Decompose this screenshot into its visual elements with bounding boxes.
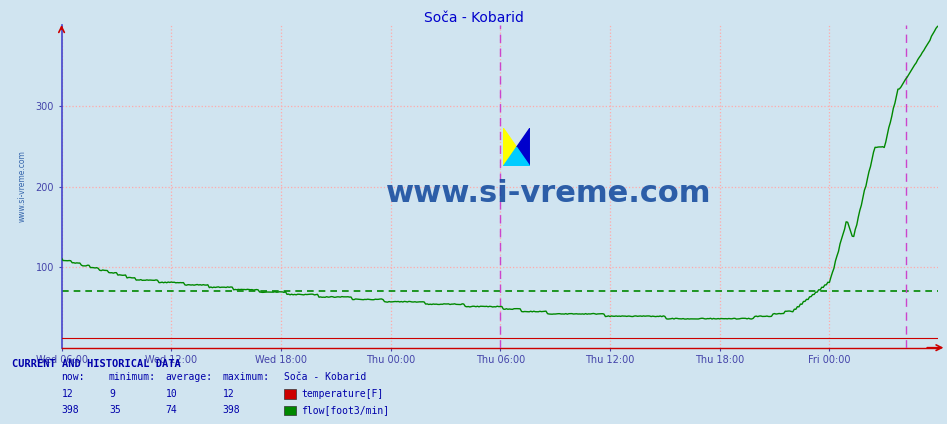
Text: 35: 35	[109, 405, 120, 415]
Text: temperature[F]: temperature[F]	[301, 388, 384, 399]
Polygon shape	[504, 148, 530, 167]
Text: www.si-vreme.com: www.si-vreme.com	[385, 179, 711, 207]
Text: minimum:: minimum:	[109, 372, 156, 382]
Text: 12: 12	[223, 388, 234, 399]
Text: 398: 398	[223, 405, 241, 415]
Text: maximum:: maximum:	[223, 372, 270, 382]
Text: 9: 9	[109, 388, 115, 399]
Text: flow[foot3/min]: flow[foot3/min]	[301, 405, 389, 415]
Text: now:: now:	[62, 372, 85, 382]
Text: 74: 74	[166, 405, 177, 415]
Text: Soča - Kobarid: Soča - Kobarid	[423, 11, 524, 25]
Text: Soča - Kobarid: Soča - Kobarid	[284, 372, 366, 382]
Text: average:: average:	[166, 372, 213, 382]
Text: 12: 12	[62, 388, 73, 399]
Text: 10: 10	[166, 388, 177, 399]
Text: CURRENT AND HISTORICAL DATA: CURRENT AND HISTORICAL DATA	[12, 359, 181, 369]
Polygon shape	[517, 128, 530, 167]
Text: www.si-vreme.com: www.si-vreme.com	[18, 151, 27, 223]
Text: 398: 398	[62, 405, 80, 415]
Polygon shape	[504, 128, 517, 167]
